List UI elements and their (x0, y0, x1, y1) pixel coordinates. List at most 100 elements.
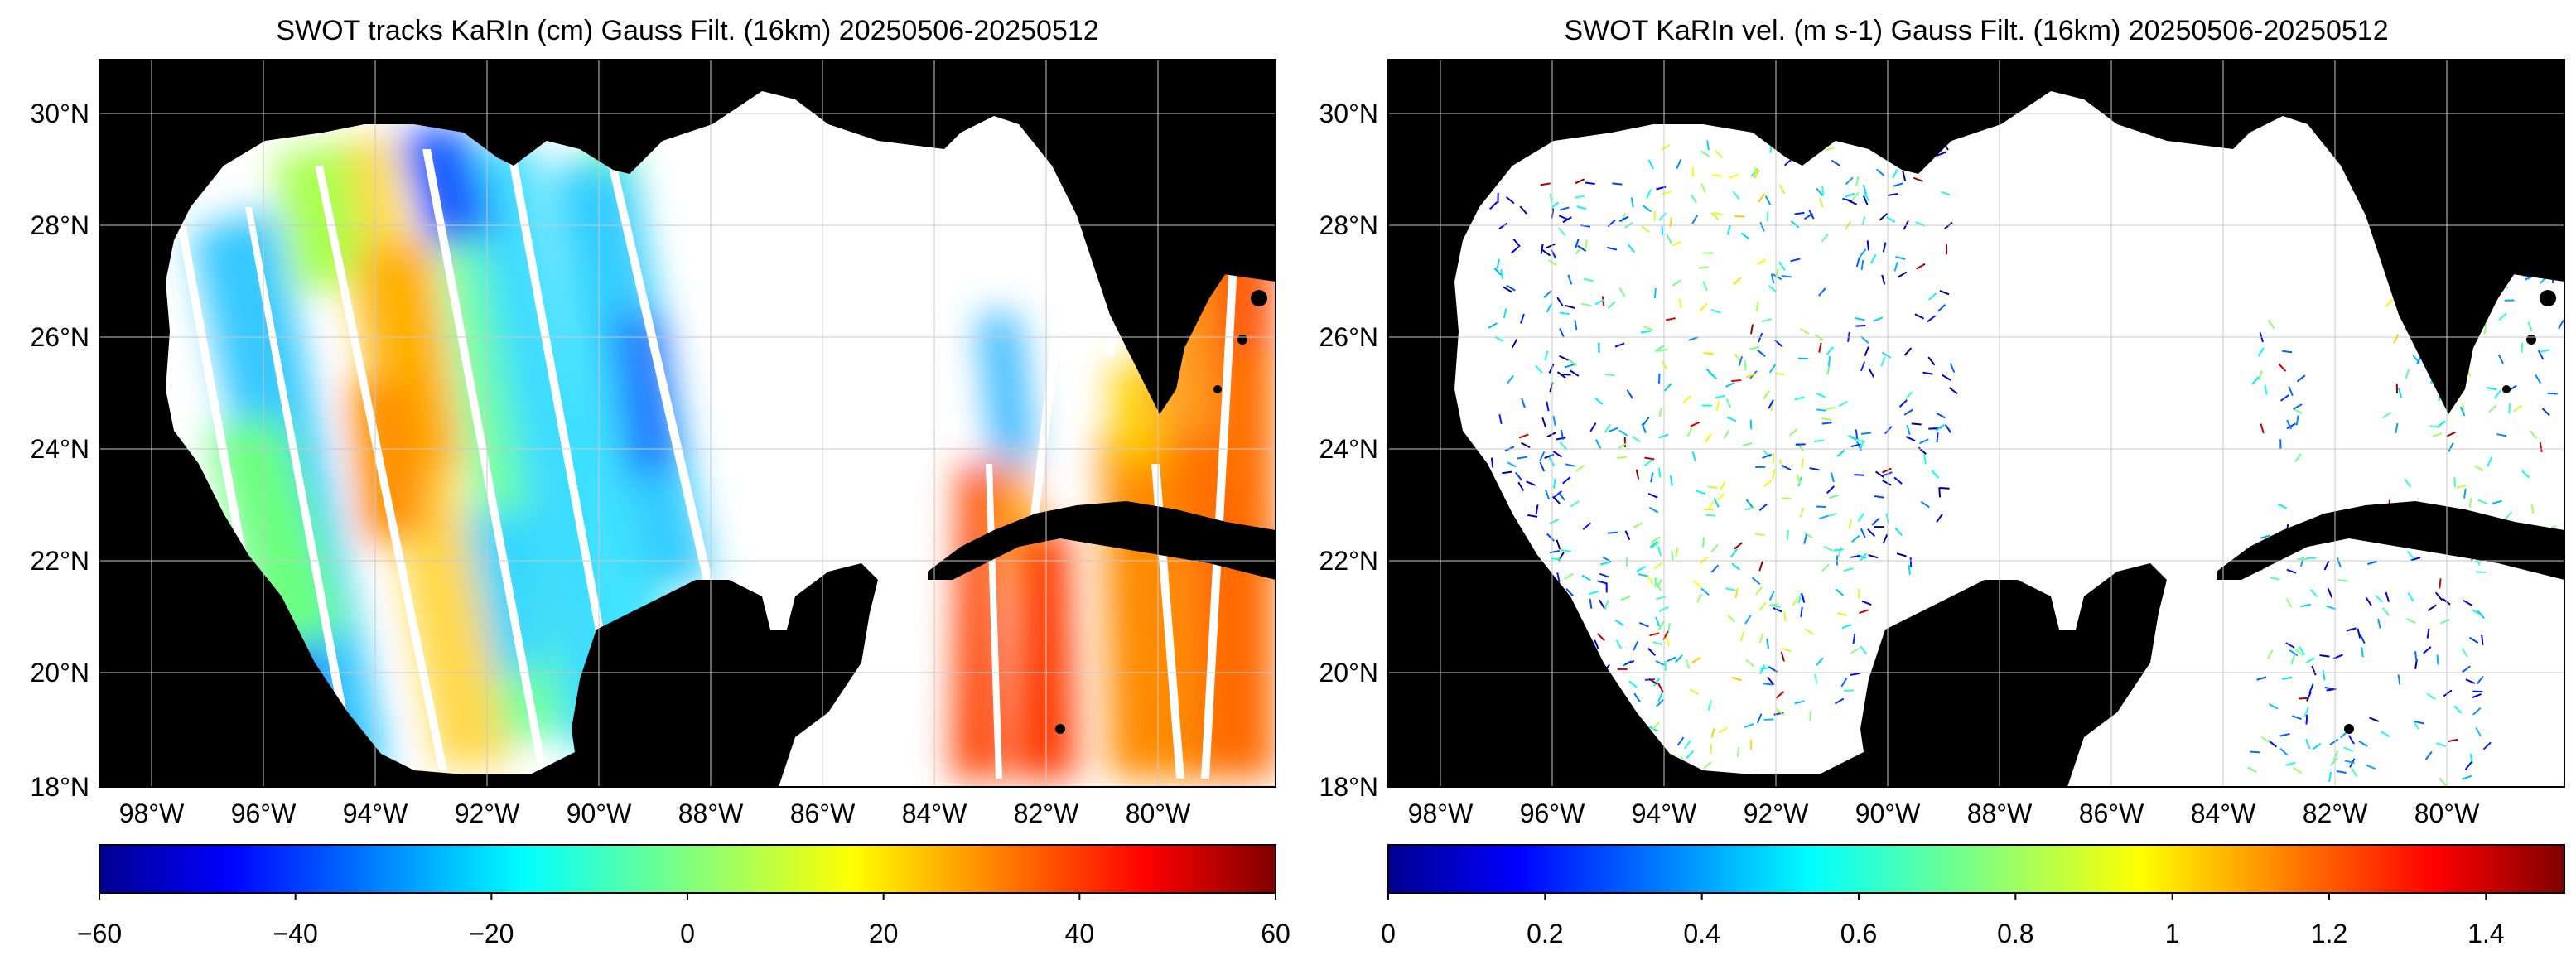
colorbar-tick-label: 1.4 (2467, 919, 2504, 948)
lon-labels: 98°W 96°W 94°W 92°W 90°W 88°W 86°W 84°W … (119, 799, 1191, 828)
lat-label: 24°N (1319, 434, 1379, 464)
panel-title: SWOT tracks KaRIn (cm) Gauss Filt. (16km… (276, 15, 1098, 46)
map-ssh (99, 60, 1276, 787)
colorbar-ticks: −60 −40 −20 0 20 40 60 (77, 893, 1290, 948)
velocity-arrow (1751, 419, 1752, 429)
velocity-arrow (1787, 530, 1788, 540)
lon-label: 80°W (2414, 799, 2480, 828)
colorbar-tick-label: 1 (2165, 919, 2180, 948)
colorbar-tick-label: 60 (1261, 919, 1290, 948)
velocity-arrow (2454, 477, 2455, 487)
velocity-arrow (1861, 433, 1871, 434)
panel-ssh: SWOT tracks KaRIn (cm) Gauss Filt. (16km… (31, 15, 1290, 948)
velocity-arrow (1755, 534, 1765, 535)
velocity-arrow (1704, 509, 1714, 510)
lon-label: 92°W (455, 799, 520, 828)
lon-label: 98°W (1408, 799, 1474, 828)
lat-label: 28°N (31, 210, 90, 240)
lat-label: 30°N (1319, 99, 1379, 128)
lon-label: 84°W (902, 799, 967, 828)
lon-label: 96°W (1520, 799, 1585, 828)
lon-label: 86°W (2079, 799, 2144, 828)
velocity-arrow (1909, 565, 1910, 575)
lon-label: 94°W (343, 799, 408, 828)
colorbar-tick-label: 0 (680, 919, 695, 948)
velocity-arrow (1911, 557, 1912, 567)
lat-label: 18°N (31, 772, 90, 802)
colorbar-tick-label: 1.2 (2311, 919, 2347, 948)
velocity-arrow (1773, 453, 1774, 463)
velocity-arrow (1605, 374, 1615, 375)
velocity-arrow (2250, 751, 2260, 752)
lat-label: 26°N (31, 322, 90, 352)
lon-label: 98°W (119, 799, 185, 828)
velocity-arrow (1703, 538, 1704, 548)
velocity-arrow (1659, 374, 1660, 384)
velocity-arrow (2509, 403, 2510, 413)
colorbar-tick-label: 0 (1381, 919, 1396, 948)
velocity-arrow (1738, 747, 1739, 757)
colorbar-tick-label: −60 (77, 919, 122, 948)
velocity-arrow (1731, 380, 1741, 381)
colorbar-tick-label: 0.2 (1527, 919, 1563, 948)
lon-label: 88°W (678, 799, 744, 828)
lon-label: 90°W (1855, 799, 1921, 828)
lon-label: 94°W (1632, 799, 1697, 828)
velocity-arrow (1940, 488, 1950, 489)
lat-label: 22°N (1319, 546, 1379, 576)
velocity-arrow (1912, 423, 1922, 424)
velocity-arrow (2307, 558, 2317, 559)
velocity-arrow (1763, 683, 1773, 684)
lat-label: 30°N (31, 99, 90, 128)
lat-labels: 30°N 28°N 26°N 24°N 22°N 20°N 18°N (1319, 99, 1379, 802)
colorbar-tick-label: 0.6 (1840, 919, 1877, 948)
velocity-arrow (1816, 409, 1826, 410)
velocity-arrow (1782, 276, 1792, 277)
lon-label: 80°W (1126, 799, 1191, 828)
lon-label: 90°W (567, 799, 632, 828)
velocity-arrow (2438, 655, 2439, 665)
velocity-arrow (1810, 711, 1811, 721)
velocity-arrow (1707, 487, 1717, 488)
velocity-arrow (1655, 288, 1656, 298)
lat-label: 20°N (1319, 658, 1379, 688)
velocity-arrow (1735, 216, 1745, 217)
velocity-arrow (1822, 422, 1832, 423)
lon-label: 82°W (2303, 799, 2368, 828)
lon-label: 96°W (231, 799, 297, 828)
lat-label: 22°N (31, 546, 90, 576)
lat-labels: 30°N 28°N 26°N 24°N 22°N 20°N 18°N (31, 99, 90, 802)
velocity-arrow (1617, 457, 1627, 458)
lat-label: 18°N (1319, 772, 1379, 802)
colorbar-tick-label: −40 (273, 919, 318, 948)
velocity-arrow (1492, 458, 1493, 468)
lon-labels: 98°W 96°W 94°W 92°W 90°W 88°W 86°W 84°W … (1408, 799, 2480, 828)
velocity-arrow (1705, 515, 1715, 516)
colorbar (1388, 845, 2564, 893)
velocity-arrow (1939, 487, 1940, 497)
panel-title: SWOT KaRIn vel. (m s-1) Gauss Filt. (16k… (1564, 15, 2388, 46)
lat-label: 24°N (31, 434, 90, 464)
velocity-arrow (2307, 715, 2308, 725)
lat-label: 26°N (1319, 322, 1379, 352)
velocity-arrow (1784, 611, 1785, 621)
velocity-arrow (2521, 343, 2522, 353)
colorbar-tick-label: 20 (869, 919, 899, 948)
lon-label: 84°W (2191, 799, 2256, 828)
lon-label: 86°W (790, 799, 856, 828)
velocity-arrow (1868, 240, 1869, 250)
colorbar-tick-label: −20 (469, 919, 514, 948)
velocity-arrow (2548, 393, 2558, 394)
velocity-arrow (2439, 578, 2440, 588)
map-velocity (1388, 60, 2564, 787)
colorbar-tick-label: 40 (1065, 919, 1095, 948)
lat-label: 28°N (1319, 210, 1379, 240)
velocity-arrow (2415, 651, 2416, 661)
lon-label: 88°W (1967, 799, 2033, 828)
velocity-arrow (1834, 549, 1844, 550)
lon-label: 92°W (1744, 799, 1809, 828)
panel-velocity: SWOT KaRIn vel. (m s-1) Gauss Filt. (16k… (1319, 15, 2565, 948)
colorbar-tick-label: 0.8 (1997, 919, 2033, 948)
